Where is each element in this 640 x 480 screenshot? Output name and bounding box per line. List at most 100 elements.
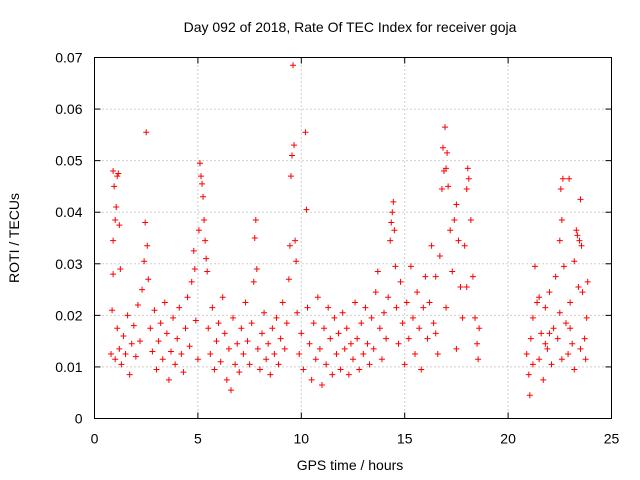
data-point [584,278,591,285]
data-point [112,216,119,223]
data-point [186,343,193,350]
data-point [314,294,321,301]
plot-frame [94,57,612,419]
data-point [291,142,298,149]
x-tick-label: 5 [194,431,202,447]
data-point [395,340,402,347]
data-point [114,325,121,332]
data-point [443,165,450,172]
data-point [287,173,294,180]
data-point [550,325,557,332]
data-point [529,361,536,368]
data-point [546,289,553,296]
data-point [376,325,383,332]
data-point [461,242,468,249]
data-point [526,392,533,399]
data-point [368,314,375,321]
data-point [387,237,394,244]
data-point [184,294,191,301]
data-point [165,376,172,383]
data-point [300,366,307,373]
data-point [424,335,431,342]
data-point [459,314,466,321]
data-point [443,304,450,311]
data-point [563,320,570,327]
data-point [192,317,199,324]
data-point [392,263,399,270]
data-point [182,325,189,332]
data-point [221,330,228,337]
data-point [335,330,342,337]
data-point [155,338,162,345]
data-point [259,330,266,337]
data-point [265,340,272,347]
data-point [227,387,234,394]
data-points-layer [108,62,591,399]
data-point [225,345,232,352]
data-point [571,366,578,373]
data-point [200,193,207,200]
data-point [463,283,470,290]
data-point [256,366,263,373]
data-point [153,366,160,373]
data-point [246,361,253,368]
data-point [223,376,230,383]
data-point [161,299,168,306]
data-point [331,314,338,321]
data-point [281,345,288,352]
data-point [252,216,259,223]
data-point [277,335,284,342]
data-point [438,186,445,193]
data-point [213,338,220,345]
data-point [149,348,156,355]
data-point [157,320,164,327]
data-point [196,160,203,167]
data-point [529,314,536,321]
data-point [405,335,412,342]
data-point [113,204,120,211]
data-point [574,232,581,239]
data-point [204,268,211,275]
data-point [362,304,369,311]
data-point [134,302,141,309]
data-point [306,340,313,347]
data-point [536,294,543,301]
data-point [242,299,249,306]
data-point [525,371,532,378]
data-point [556,237,563,244]
data-point [296,351,303,358]
data-point [397,278,404,285]
data-point [465,175,472,182]
data-point [147,325,154,332]
data-point [298,330,305,337]
data-point [142,219,149,226]
data-point [285,276,292,283]
data-point [263,356,270,363]
data-point [453,345,460,352]
data-point [552,273,559,280]
data-point [432,273,439,280]
data-point [170,314,177,321]
data-point [422,273,429,280]
data-point [426,299,433,306]
data-point [323,361,330,368]
data-point [144,242,151,249]
data-point [399,320,406,327]
data-point [116,345,123,352]
data-point [250,278,257,285]
data-point [215,320,222,327]
data-point [583,314,590,321]
data-point [337,366,344,373]
data-point [141,258,148,265]
data-point [447,227,454,234]
y-tick-label: 0.03 [55,256,82,272]
data-point [286,242,293,249]
data-point [383,335,390,342]
data-point [191,265,198,272]
y-tick-label: 0.05 [55,153,82,169]
data-point [201,216,208,223]
data-point [136,338,143,345]
data-point [558,356,565,363]
data-point [557,186,564,193]
data-point [290,62,297,69]
